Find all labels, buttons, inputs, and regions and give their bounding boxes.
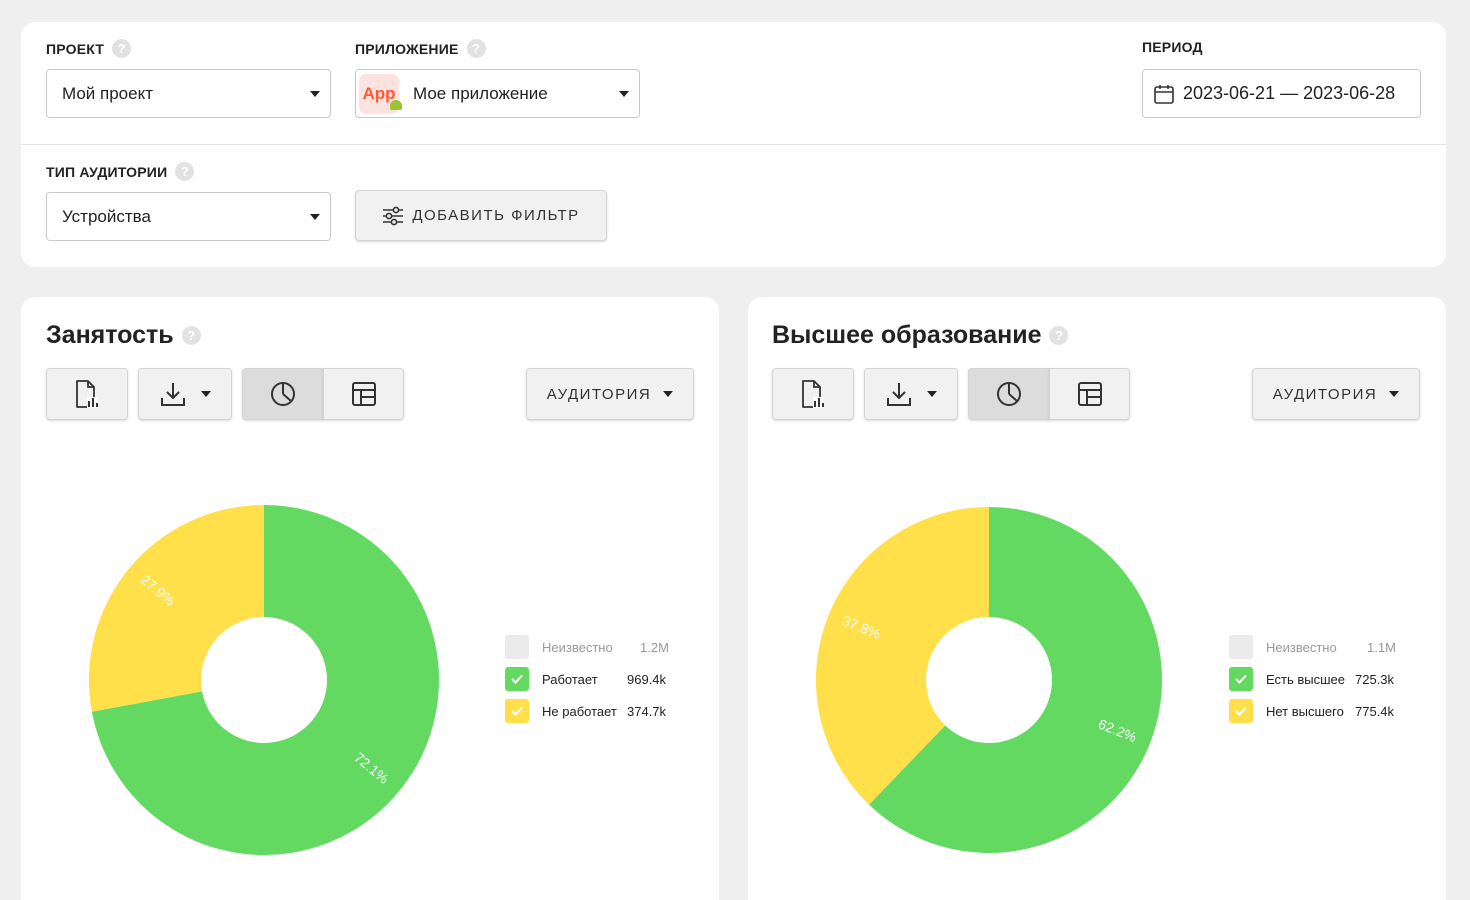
check-icon <box>1235 674 1247 684</box>
check-icon <box>1235 706 1247 716</box>
app-select-value: Мое приложение <box>413 83 548 103</box>
check-icon <box>511 674 523 684</box>
project-label: ПРОЕКТ ? <box>46 39 132 58</box>
education-panel: Высшее образование ? <box>748 297 1446 900</box>
employment-pie-chart: 72.1% 27.9% <box>21 297 719 900</box>
pie-slice-1[interactable] <box>868 507 1162 854</box>
divider <box>21 144 1446 145</box>
chevron-down-icon <box>1389 391 1400 397</box>
download-button[interactable] <box>138 368 232 420</box>
panel-title: Высшее образование ? <box>772 321 1069 350</box>
report-button[interactable] <box>772 368 854 420</box>
audience-type-select[interactable]: Устройства <box>46 192 331 241</box>
legend-item-working[interactable]: Работает 969.4k <box>505 667 666 691</box>
legend-item-has-higher[interactable]: Есть высшее 725.3k <box>1229 667 1394 691</box>
table-view-button[interactable] <box>323 368 404 420</box>
table-icon <box>351 382 376 406</box>
employment-help-icon[interactable]: ? <box>181 326 201 345</box>
checkbox-unchecked[interactable] <box>505 635 529 659</box>
legend-item-no-higher[interactable]: Нет высшего 775.4k <box>1229 699 1394 723</box>
calendar-icon <box>1154 84 1174 104</box>
chevron-down-icon <box>663 391 674 397</box>
download-button[interactable] <box>864 368 958 420</box>
audience-type-value: Устройства <box>62 206 151 226</box>
audience-type-help-icon[interactable]: ? <box>175 162 195 181</box>
table-view-button[interactable] <box>1049 368 1130 420</box>
app-label: ПРИЛОЖЕНИЕ ? <box>355 39 486 58</box>
app-select[interactable]: App Мое приложение <box>355 69 640 118</box>
report-file-icon <box>802 380 824 408</box>
pie-slice-1[interactable] <box>91 505 439 856</box>
chevron-down-icon <box>310 91 320 97</box>
pie-view-button[interactable] <box>968 368 1050 420</box>
audience-dropdown[interactable]: АУДИТОРИЯ <box>526 368 694 420</box>
project-select[interactable]: Мой проект <box>46 69 331 118</box>
report-file-icon <box>76 380 98 408</box>
pie-chart-icon <box>271 382 295 406</box>
download-icon <box>887 383 911 406</box>
employment-pie-svg: 72.1%27.9% <box>88 505 439 856</box>
report-button[interactable] <box>46 368 128 420</box>
android-icon <box>390 99 402 110</box>
education-pie-svg: 62.2%37.8% <box>816 507 1162 854</box>
project-select-value: Мой проект <box>62 83 154 103</box>
education-help-icon[interactable]: ? <box>1049 326 1069 345</box>
download-icon <box>161 383 185 406</box>
period-label: ПЕРИОД <box>1142 39 1203 55</box>
checkbox-unchecked[interactable] <box>1229 635 1253 659</box>
pie-slice-2[interactable] <box>816 507 989 805</box>
app-logo-icon: App <box>359 73 402 114</box>
pie-slice-2[interactable] <box>88 505 264 712</box>
legend-item-unknown[interactable]: Неизвестно 1.1M <box>1229 635 1396 659</box>
pie-chart-icon <box>997 382 1021 406</box>
table-icon <box>1077 382 1102 406</box>
panel-title: Занятость ? <box>46 321 201 350</box>
add-filter-button[interactable]: ДОБАВИТЬ ФИЛЬТР <box>355 190 607 241</box>
audience-type-label: ТИП АУДИТОРИИ ? <box>46 162 195 181</box>
project-help-icon[interactable]: ? <box>112 39 132 58</box>
period-value: 2023-06-21 — 2023-06-28 <box>1183 83 1396 103</box>
checkbox-checked[interactable] <box>505 699 529 723</box>
checkbox-checked[interactable] <box>1229 699 1253 723</box>
app-help-icon[interactable]: ? <box>466 39 486 58</box>
chevron-down-icon <box>310 214 320 220</box>
sliders-icon <box>383 206 404 225</box>
audience-dropdown[interactable]: АУДИТОРИЯ <box>1252 368 1420 420</box>
chevron-down-icon <box>927 391 937 397</box>
legend-item-not-working[interactable]: Не работает 374.7k <box>505 699 666 723</box>
check-icon <box>511 706 523 716</box>
legend-item-unknown[interactable]: Неизвестно 1.2M <box>505 635 669 659</box>
checkbox-checked[interactable] <box>1229 667 1253 691</box>
chevron-down-icon <box>201 391 211 397</box>
chevron-down-icon <box>619 91 629 97</box>
filters-card: ПРОЕКТ ? Мой проект ПРИЛОЖЕНИЕ ? App Мое… <box>21 22 1446 267</box>
checkbox-checked[interactable] <box>505 667 529 691</box>
pie-view-button[interactable] <box>242 368 324 420</box>
period-picker[interactable]: 2023-06-21 — 2023-06-28 <box>1142 69 1421 118</box>
employment-panel: Занятость ? <box>21 297 719 900</box>
education-pie-chart: 62.2% 37.8% <box>748 297 1446 900</box>
